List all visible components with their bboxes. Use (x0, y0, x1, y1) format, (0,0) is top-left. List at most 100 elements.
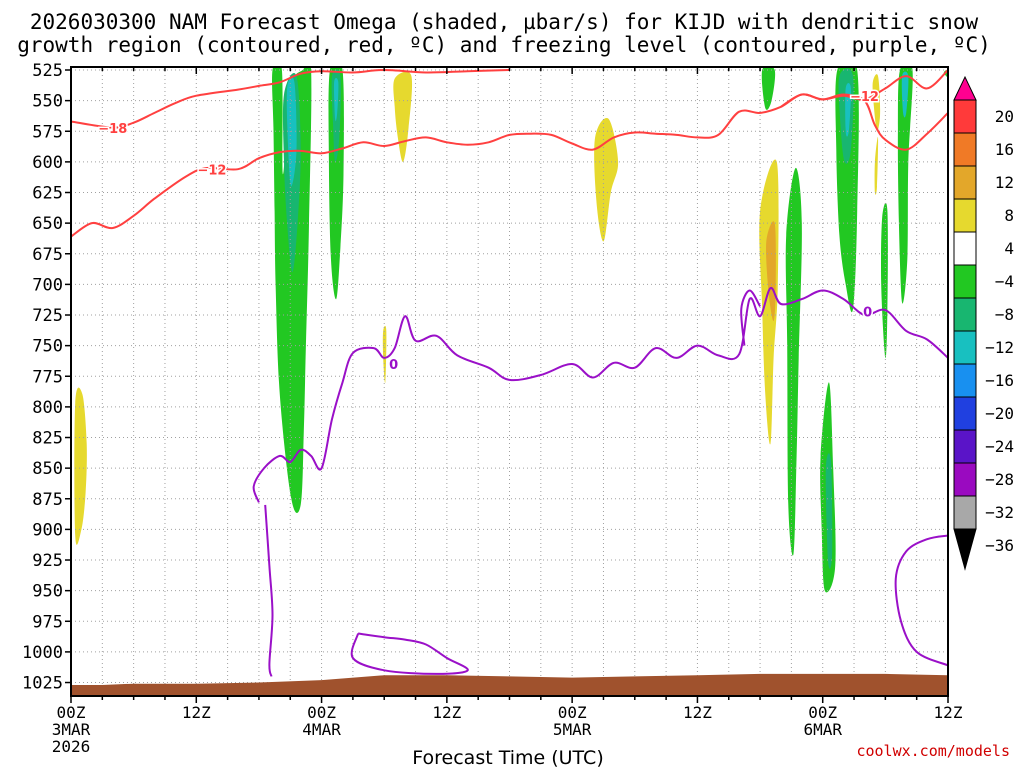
y-tick-label: 550 (32, 92, 63, 112)
omega-shading (74, 67, 948, 593)
x-tick-label: 00Z (808, 703, 837, 722)
y-tick-label: 650 (32, 214, 63, 234)
grid-lines (71, 67, 948, 696)
y-tick-label: 625 (32, 184, 63, 204)
contour-labels: −18 −12 −12 0 0 (97, 88, 881, 374)
dgz-contour-line (71, 68, 510, 129)
omega-area (759, 159, 779, 445)
ground-fill (71, 673, 948, 696)
omega-area (382, 325, 387, 384)
x-tick-label: 2026 (52, 737, 91, 756)
omega-area (897, 67, 913, 304)
omega-area (272, 67, 312, 513)
y-tick-label: 875 (32, 490, 63, 510)
y-tick-label: 750 (32, 337, 63, 357)
omega-area (594, 118, 619, 242)
colorbar-swatch (953, 165, 977, 200)
colorbar-tick-label: 16 (995, 140, 1014, 159)
colorbar-tick-label: −8 (995, 305, 1014, 324)
colorbar-tick-label: 20 (995, 107, 1014, 126)
omega-area (333, 78, 339, 122)
colorbar-swatch (953, 297, 977, 332)
freezing-contour-line (894, 534, 948, 667)
omega-area (761, 67, 776, 110)
colorbar-tick-label: −4 (995, 272, 1014, 291)
colorbar-swatch (953, 495, 977, 530)
contour-label: −12 (197, 163, 226, 178)
omega-area (881, 202, 888, 359)
colorbar-swatch (953, 330, 977, 365)
y-tick-label: 975 (32, 612, 63, 632)
x-axis-label: Forecast Time (UTC) (412, 747, 603, 768)
y-tick-label: 850 (32, 459, 63, 479)
x-tick-label: 12Z (182, 703, 211, 722)
y-tick-label: 825 (32, 429, 63, 449)
colorbar-tick-label: 8 (1004, 206, 1014, 225)
colorbar-tick-label: −36 (985, 536, 1014, 555)
x-tick-label: 5MAR (553, 720, 592, 739)
x-tick-label: 4MAR (302, 720, 341, 739)
freezing-contour-line (264, 504, 274, 677)
colorbar-bottom-arrow (953, 528, 977, 571)
contour-label: −12 (850, 90, 879, 105)
y-tick-label: 800 (32, 398, 63, 418)
omega-area (328, 67, 344, 300)
colorbar: 20 16 12 8 4 −4 −8 −12 −16 −20 −24 −28 −32 −36 (953, 75, 1014, 571)
x-tick-label: 12Z (683, 703, 712, 722)
dgz-contours (71, 68, 948, 238)
freezing-contour-line (252, 287, 948, 503)
omega-area (874, 136, 879, 195)
freezing-contour-line (350, 632, 469, 675)
colorbar-swatch (953, 396, 977, 431)
contour-label: 0 (389, 358, 398, 373)
omega-area (901, 71, 909, 118)
colorbar-tick-label: −20 (985, 404, 1014, 423)
omega-area (785, 167, 802, 556)
y-tick-label: 900 (32, 520, 63, 540)
colorbar-swatch (953, 132, 977, 167)
x-tick-label: 00Z (558, 703, 587, 722)
y-tick-label: 775 (32, 367, 63, 387)
credit-text: coolwx.com/models (856, 742, 1010, 760)
colorbar-swatch (953, 363, 977, 398)
y-tick-label: 925 (32, 551, 63, 571)
colorbar-tick-label: −32 (985, 503, 1014, 522)
y-tick-label: 725 (32, 306, 63, 326)
y-tick-label: 1000 (22, 643, 63, 663)
omega-area (74, 387, 87, 545)
contour-label: −18 (98, 122, 127, 137)
colorbar-tick-label: −24 (985, 437, 1014, 456)
y-tick-label: 950 (32, 582, 63, 602)
chart-title-line-1: 2026030300 NAM Forecast Omega (shaded, µ… (30, 10, 979, 34)
ground-terrain (71, 673, 948, 696)
x-tick-label: 12Z (432, 703, 461, 722)
x-tick-label: 12Z (934, 703, 963, 722)
freezing-level-contours (252, 287, 948, 677)
colorbar-swatch (953, 264, 977, 299)
colorbar-swatch (953, 231, 977, 266)
omega-area (766, 221, 776, 322)
colorbar-swatch (953, 99, 977, 134)
freezing-contour-line (740, 289, 761, 346)
colorbar-tick-label: 12 (995, 173, 1014, 192)
colorbar-swatch (953, 429, 977, 464)
colorbar-top-arrow (953, 75, 977, 101)
colorbar-tick-label: −16 (985, 371, 1014, 390)
colorbar-swatch (953, 462, 977, 497)
y-tick-label: 525 (32, 61, 63, 81)
x-tick-label: 6MAR (803, 720, 842, 739)
chart-title-line-2: growth region (contoured, red, ºC) and f… (17, 33, 991, 57)
omega-area (825, 453, 833, 569)
colorbar-tick-label: 4 (1004, 239, 1014, 258)
y-tick-label: 1025 (22, 674, 63, 694)
y-tick-label: 575 (32, 122, 63, 142)
x-tick-label: 00Z (307, 703, 336, 722)
omega-area (393, 71, 413, 162)
colorbar-swatch (953, 198, 977, 233)
y-axis-ticks: 525 550 575 600 625 650 675 700 725 750 775 800 825 8… (22, 61, 71, 694)
colorbar-tick-label: −12 (985, 338, 1014, 357)
omega-area (872, 74, 881, 132)
y-tick-label: 700 (32, 275, 63, 295)
